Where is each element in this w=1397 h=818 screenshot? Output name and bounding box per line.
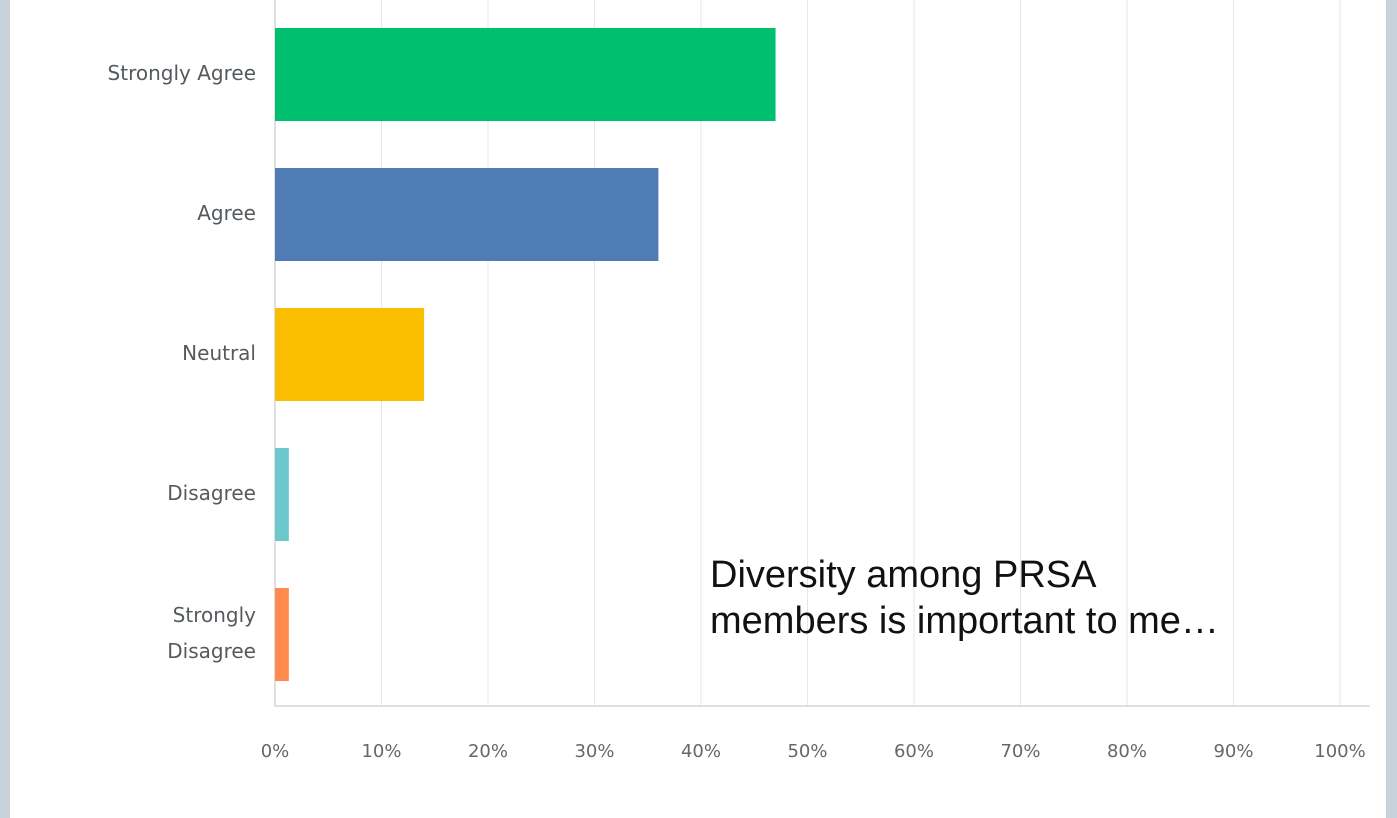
x-tick-label: 30% [574, 741, 614, 762]
category-label: Neutral [182, 341, 256, 365]
x-tick-label: 10% [361, 741, 401, 762]
bar[interactable] [275, 448, 289, 541]
x-tick-label: 90% [1213, 741, 1253, 762]
category-label: Strongly [173, 603, 256, 627]
category-label: Agree [197, 201, 256, 225]
x-tick-label: 40% [681, 741, 721, 762]
x-tick-label: 50% [787, 741, 827, 762]
x-tick-label: 80% [1107, 741, 1147, 762]
x-tick-label: 20% [468, 741, 508, 762]
bar[interactable] [275, 28, 776, 121]
x-tick-label: 60% [894, 741, 934, 762]
annotation-line: members is important to me… [710, 600, 1219, 642]
bar[interactable] [275, 168, 659, 261]
chart-panel: Strongly Agree Agree Neutral Disagree Strong… [10, 0, 1386, 818]
annotation-line: Diversity among PRSA [710, 554, 1097, 596]
category-label: Disagree [167, 639, 256, 663]
category-label: Disagree [167, 481, 256, 505]
chart-annotation: Diversity among PRSA members is importan… [710, 552, 1390, 644]
x-tick-label: 70% [1000, 741, 1040, 762]
x-tick-label: 0% [261, 741, 290, 762]
bar[interactable] [275, 308, 425, 401]
x-tick-label: 100% [1314, 741, 1365, 762]
bar-chart: Strongly Agree Agree Neutral Disagree Strong… [108, 0, 1370, 762]
bar[interactable] [275, 588, 289, 681]
category-label: Strongly Agree [108, 61, 256, 85]
